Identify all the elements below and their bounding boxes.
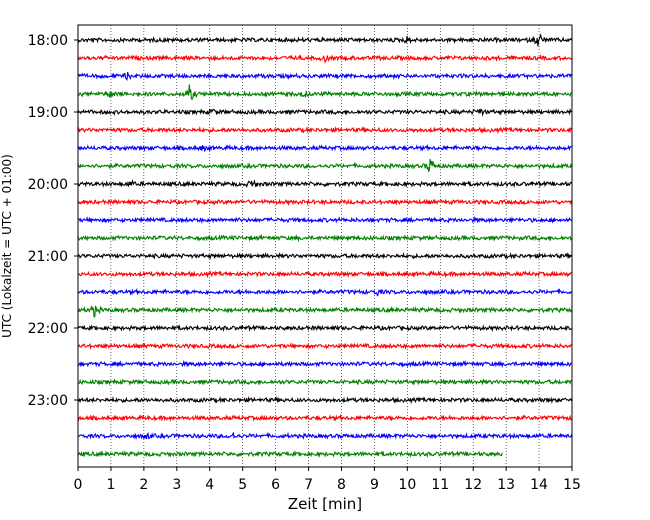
trace-2145 bbox=[77, 305, 572, 318]
x-tick-label: 3 bbox=[172, 477, 181, 493]
trace-2200 bbox=[77, 324, 572, 333]
x-tick-label: 5 bbox=[238, 477, 247, 493]
trace-2345 bbox=[77, 449, 503, 459]
x-tick-label: 14 bbox=[530, 477, 548, 493]
trace-2100 bbox=[77, 251, 572, 260]
x-tick-label: 15 bbox=[563, 477, 581, 493]
plot-frame bbox=[77, 24, 573, 468]
trace-1930 bbox=[77, 143, 572, 153]
x-tick-label: 2 bbox=[139, 477, 148, 493]
trace-2230 bbox=[77, 359, 572, 369]
y-tick-label: 18:00 bbox=[28, 33, 68, 49]
trace-1845 bbox=[77, 84, 572, 100]
trace-1815 bbox=[77, 53, 572, 64]
trace-1945 bbox=[77, 158, 573, 173]
x-tick-label: 10 bbox=[398, 477, 416, 493]
x-axis-ticks: 0 1 2 3 4 5 6 7 8 9 10 11 12 13 14 15 bbox=[74, 467, 581, 493]
y-tick-label: 20:00 bbox=[28, 177, 68, 193]
trace-2215 bbox=[77, 342, 572, 350]
seismic-traces bbox=[77, 33, 573, 459]
x-tick-label: 0 bbox=[74, 477, 83, 493]
trace-2045 bbox=[77, 233, 572, 243]
y-axis-ticks: 18:00 19:00 20:00 21:00 22:00 23:00 bbox=[28, 33, 78, 409]
trace-1915 bbox=[77, 125, 572, 135]
trace-2300 bbox=[77, 395, 573, 405]
y-tick-label: 19:00 bbox=[28, 105, 68, 121]
trace-2015 bbox=[77, 198, 573, 207]
y-axis-label: UTC (Lokalzeit = UTC + 01:00) bbox=[0, 154, 14, 338]
trace-1900 bbox=[77, 107, 572, 117]
trace-2030 bbox=[77, 215, 572, 224]
y-tick-label: 22:00 bbox=[28, 321, 68, 337]
trace-2330 bbox=[77, 431, 573, 440]
x-axis-label: Zeit [min] bbox=[288, 495, 362, 513]
x-tick-label: 6 bbox=[271, 477, 280, 493]
trace-2315 bbox=[77, 413, 572, 422]
y-tick-label: 23:00 bbox=[28, 393, 68, 409]
x-tick-label: 1 bbox=[106, 477, 115, 493]
trace-2130 bbox=[77, 287, 572, 297]
x-tick-label: 12 bbox=[464, 477, 482, 493]
x-tick-label: 7 bbox=[304, 477, 313, 493]
x-tick-label: 9 bbox=[370, 477, 379, 493]
x-tick-label: 8 bbox=[337, 477, 346, 493]
trace-1800 bbox=[77, 33, 573, 47]
trace-2000 bbox=[77, 179, 572, 189]
trace-2245 bbox=[77, 377, 572, 386]
x-tick-label: 11 bbox=[431, 477, 449, 493]
x-tick-label: 4 bbox=[205, 477, 214, 493]
y-tick-label: 21:00 bbox=[28, 249, 68, 265]
trace-1830 bbox=[77, 71, 572, 81]
x-tick-label: 13 bbox=[497, 477, 515, 493]
trace-2115 bbox=[77, 270, 572, 279]
